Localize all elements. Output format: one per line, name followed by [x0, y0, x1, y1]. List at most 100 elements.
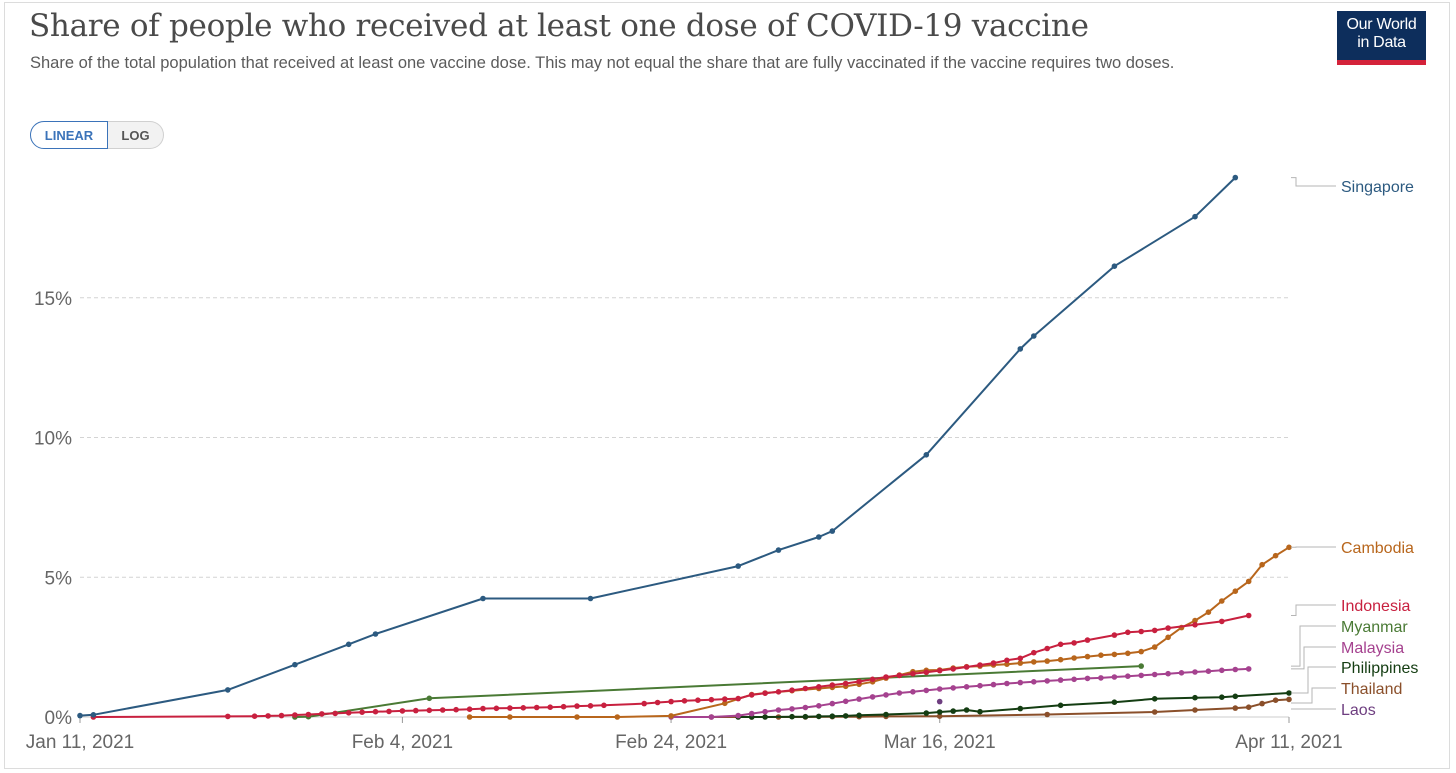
cambodia-point [1165, 634, 1171, 641]
malaysia-point [1151, 671, 1158, 678]
series-laos[interactable] [936, 698, 943, 705]
philippines-label-leader [1291, 666, 1336, 694]
cambodia-point [1259, 561, 1265, 568]
thailand-point [1232, 705, 1239, 711]
indonesia-point [654, 699, 661, 706]
singapore-point [77, 712, 83, 719]
malaysia-point [735, 712, 741, 719]
log-scale-button[interactable]: LOG [108, 121, 164, 149]
cambodia-label[interactable]: Cambodia [1341, 540, 1414, 557]
indonesia-point [493, 705, 500, 712]
indonesia-point [480, 705, 486, 712]
indonesia-label[interactable]: Indonesia [1341, 598, 1410, 615]
philippines-point [1017, 705, 1024, 712]
indonesia-point [641, 700, 647, 707]
chart-subtitle: Share of the total population that recei… [30, 54, 1175, 72]
indonesia-point [574, 703, 580, 709]
laos-point [936, 698, 943, 705]
cambodia-point [1272, 552, 1279, 559]
indonesia-point [1138, 628, 1144, 635]
indonesia-point [963, 664, 970, 670]
thailand-label-leader [1291, 687, 1336, 704]
singapore-point [1192, 213, 1198, 220]
malaysia-point [1044, 678, 1050, 684]
indonesia-point [1245, 612, 1252, 619]
indonesia-point [802, 685, 809, 692]
series-indonesia[interactable] [90, 612, 1252, 720]
philippines-point [1057, 702, 1064, 709]
malaysia-point [829, 700, 836, 707]
myanmar-point [426, 695, 433, 702]
indonesia-point [789, 687, 795, 693]
indonesia-point [748, 692, 755, 698]
indonesia-point [1219, 618, 1225, 625]
singapore-point [480, 595, 486, 602]
thailand-point [1192, 707, 1198, 713]
series-malaysia[interactable] [668, 666, 1252, 720]
indonesia-point [453, 706, 459, 713]
philippines-point [816, 713, 822, 720]
indonesia-point [1111, 632, 1118, 638]
y-tick-label: 10% [34, 429, 72, 450]
thailand-point [1245, 704, 1252, 710]
cambodia-point [1192, 617, 1198, 624]
y-tick-label: 0% [45, 708, 73, 729]
cambodia-point [507, 714, 513, 720]
indonesia-point [359, 709, 365, 715]
cambodia-point [1125, 650, 1131, 657]
indonesia-point [332, 710, 339, 717]
philippines-point [842, 713, 849, 719]
cambodia-point [1205, 609, 1212, 615]
indonesia-point [466, 706, 473, 712]
cambodia-point [1219, 598, 1225, 604]
philippines-point [936, 709, 943, 715]
indonesia-point [896, 672, 903, 679]
laos-label[interactable]: Laos [1341, 702, 1376, 719]
series-cambodia[interactable] [466, 544, 1292, 720]
malaysia-label[interactable]: Malaysia [1341, 640, 1404, 657]
indonesia-point [601, 702, 607, 709]
indonesia-point [386, 708, 392, 715]
myanmar-label[interactable]: Myanmar [1341, 619, 1408, 636]
philippines-label[interactable]: Philippines [1341, 660, 1418, 677]
logo-line-1: Our World [1346, 16, 1417, 33]
owid-logo[interactable]: Our World in Data [1337, 11, 1426, 65]
cambodia-point [1286, 544, 1292, 551]
cambodia-point [1017, 660, 1024, 666]
malaysia-point [963, 684, 970, 690]
cambodia-point [1111, 651, 1118, 658]
malaysia-point [1031, 679, 1037, 685]
malaysia-point [883, 692, 889, 698]
indonesia-point [1071, 640, 1077, 646]
cambodia-point [722, 700, 728, 707]
malaysia-point [1138, 672, 1144, 679]
indonesia-point [413, 707, 419, 714]
x-tick-label: Feb 4, 2021 [352, 732, 453, 753]
indonesia-point [735, 695, 741, 702]
thailand-label[interactable]: Thailand [1341, 681, 1402, 698]
philippines-point [923, 710, 930, 716]
indonesia-point [936, 667, 943, 674]
indonesia-point [1084, 637, 1091, 643]
indonesia-point [762, 690, 768, 696]
malaysia-point [1111, 674, 1118, 680]
indonesia-point [345, 710, 352, 716]
cambodia-point [1044, 658, 1050, 664]
indonesia-point [816, 684, 822, 690]
x-tick-label: Jan 11, 2021 [26, 732, 134, 753]
myanmar-label-leader [1291, 625, 1336, 667]
philippines-point [1192, 694, 1198, 701]
malaysia-point [748, 710, 755, 717]
malaysia-point [775, 707, 782, 713]
singapore-label[interactable]: Singapore [1341, 179, 1414, 196]
malaysia-point [1205, 668, 1212, 674]
indonesia-point [426, 707, 433, 714]
malaysia-point [842, 698, 849, 705]
philippines-point [963, 707, 970, 713]
malaysia-point [896, 690, 903, 696]
cambodia-point [1232, 588, 1239, 594]
series-singapore[interactable] [77, 174, 1239, 719]
malaysia-label-leader [1291, 646, 1336, 670]
linear-scale-button[interactable]: LINEAR [30, 121, 108, 149]
